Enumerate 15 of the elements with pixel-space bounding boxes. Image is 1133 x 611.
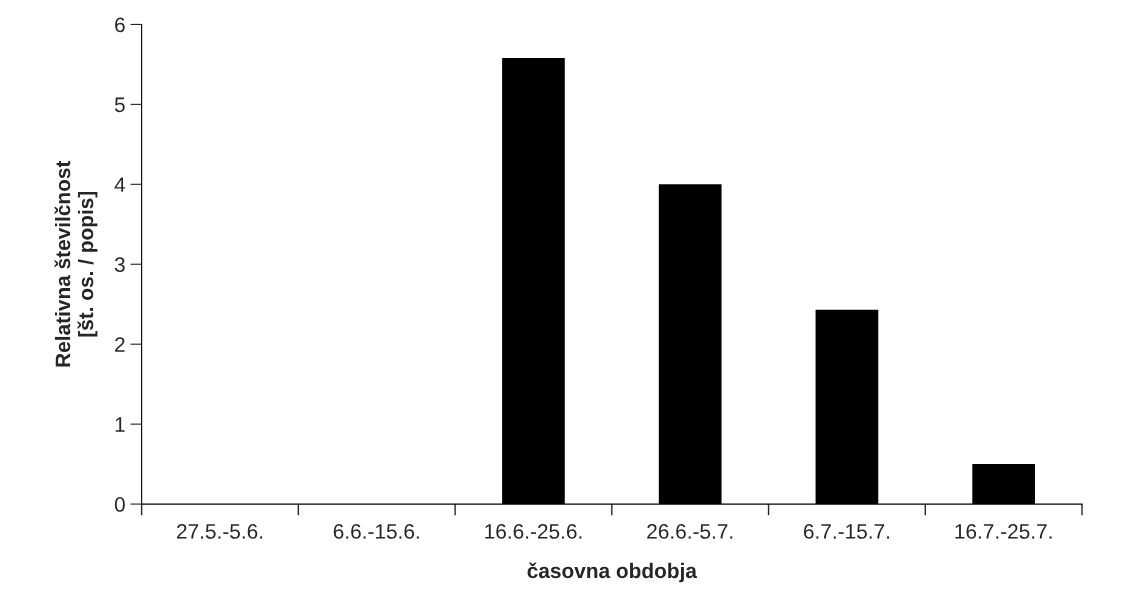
x-tick-label: 6.6.-15.6. — [333, 524, 419, 539]
x-tick-label: 16.6.-25.6. — [485, 524, 582, 539]
y-axis-title: Relativna številčnost [št. os. / popis] — [54, 160, 98, 367]
y-tick-label: 4 — [114, 177, 126, 192]
y-tick-label: 2 — [115, 337, 125, 352]
y-tick-label: 6 — [115, 17, 125, 33]
x-tick-label: 16.7.-25.7. — [955, 524, 1052, 539]
y-tick-label: 0 — [114, 497, 125, 512]
x-axis-title: časovna obdobja — [527, 562, 698, 583]
y-tick-label: 5 — [114, 97, 125, 113]
x-tick-label: 27.5.-5.6. — [177, 524, 263, 539]
y-tick-label: 3 — [114, 257, 125, 273]
y-tick-label: 1 — [115, 417, 125, 432]
x-tick-label: 6.7.-15.7. — [803, 524, 890, 539]
x-tick-label: 26.6.-5.7. — [647, 524, 733, 539]
